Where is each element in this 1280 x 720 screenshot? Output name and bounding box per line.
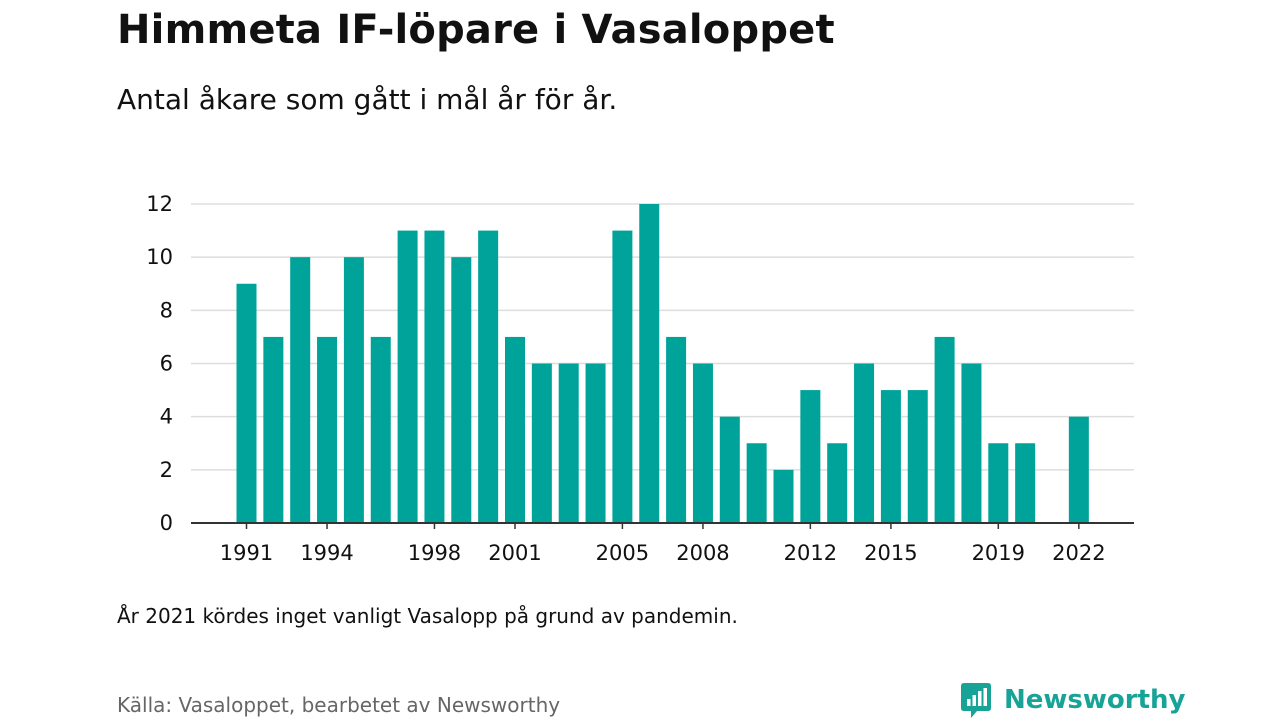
bar-2018 xyxy=(961,363,982,523)
y-tick-label: 4 xyxy=(160,405,173,429)
bar-1993 xyxy=(290,257,311,523)
bar-1999 xyxy=(451,257,472,523)
bar-2005 xyxy=(612,230,633,524)
bar-1991 xyxy=(236,283,257,523)
bar-1996 xyxy=(370,336,391,523)
y-tick-label: 10 xyxy=(146,245,173,269)
bar-2004 xyxy=(585,363,606,523)
bar-2016 xyxy=(907,390,928,523)
x-tick-label: 1991 xyxy=(220,541,273,565)
chart-title: Himmeta IF-löpare i Vasaloppet xyxy=(117,7,835,53)
bar-2007 xyxy=(666,336,687,523)
x-tick-label: 2001 xyxy=(488,541,541,565)
bar-2012 xyxy=(800,390,821,523)
bar-1994 xyxy=(317,336,338,523)
bar-2002 xyxy=(531,363,552,523)
bar-2003 xyxy=(558,363,579,523)
bar-1992 xyxy=(263,336,284,523)
y-tick-label: 2 xyxy=(160,458,173,482)
x-tick-label: 2012 xyxy=(784,541,837,565)
bar-2001 xyxy=(505,336,525,523)
x-tick-label: 2022 xyxy=(1052,541,1105,565)
bar-2015 xyxy=(880,390,901,523)
bar-2020 xyxy=(1015,443,1036,523)
source-credit: Källa: Vasaloppet, bearbetet av Newswort… xyxy=(117,693,561,717)
bar-2011 xyxy=(773,469,794,523)
x-tick-label: 2008 xyxy=(676,541,729,565)
bar-2009 xyxy=(719,416,740,523)
bar-2010 xyxy=(746,443,767,523)
brand-name: Newsworthy xyxy=(1004,685,1186,715)
bar-chart: 0 2 4 6 8 10 12 1991 1994 1998 2001 2005 2008 2012 201… xyxy=(146,192,1134,565)
newsworthy-brand[interactable]: Newsworthy xyxy=(960,680,1185,720)
bar-2019 xyxy=(988,443,1009,523)
bar-1995 xyxy=(343,257,364,523)
bar-2013 xyxy=(827,443,848,523)
y-tick-label: 12 xyxy=(146,192,173,216)
y-tick-label: 6 xyxy=(160,352,173,376)
bar-1998 xyxy=(424,230,445,524)
bar-2014 xyxy=(854,363,875,523)
chart-subtitle: Antal åkare som gått i mål år för år. xyxy=(117,83,618,116)
x-tick-label: 1994 xyxy=(300,541,353,565)
bar-1997 xyxy=(397,230,418,524)
bar-2006 xyxy=(639,204,660,523)
y-tick-label: 0 xyxy=(160,511,173,535)
bar-2017 xyxy=(934,336,955,523)
bar-2008 xyxy=(692,363,713,523)
x-tick-label: 2005 xyxy=(596,541,649,565)
bar-2022 xyxy=(1068,416,1089,523)
newsworthy-logo-icon xyxy=(961,683,991,718)
x-tick-label: 2015 xyxy=(864,541,917,565)
bar-2000 xyxy=(478,230,499,524)
y-tick-label: 8 xyxy=(160,298,173,322)
x-tick-label: 1998 xyxy=(408,541,461,565)
x-tick-label: 2019 xyxy=(972,541,1025,565)
chart-note: År 2021 kördes inget vanligt Vasalopp på… xyxy=(117,604,738,628)
